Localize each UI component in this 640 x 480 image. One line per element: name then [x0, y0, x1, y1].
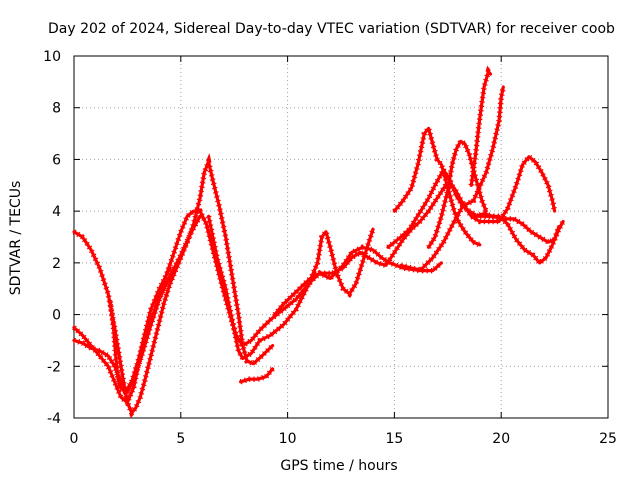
series-sat-g-markers	[386, 164, 562, 267]
x-tick-label: 5	[176, 431, 185, 447]
chart-title: Day 202 of 2024, Sidereal Day-to-day VTE…	[48, 21, 615, 37]
y-axis-label: SDTVAR / TECUs	[8, 181, 24, 296]
series-sat-f-markers	[272, 152, 558, 317]
x-tick-label: 25	[599, 431, 617, 447]
y-tick-label: 6	[52, 152, 61, 168]
y-tick-label: 10	[43, 49, 61, 65]
series-sat-l-markers	[400, 260, 444, 274]
series-sat-e-markers	[205, 86, 506, 363]
plot-frame	[73, 55, 609, 419]
y-tick-label: -4	[47, 411, 61, 427]
series-sat-d	[108, 266, 172, 394]
series-sat-h	[392, 126, 482, 247]
y-tick-label: 0	[52, 308, 61, 324]
series-sat-a	[72, 160, 275, 415]
x-tick-label: 0	[70, 431, 79, 447]
data-series	[72, 65, 566, 419]
series-sat-m	[239, 367, 275, 384]
y-tick-label: 4	[52, 204, 61, 220]
x-tick-label: 15	[385, 431, 403, 447]
series-sat-k	[474, 212, 565, 244]
y-tick-label: 8	[52, 101, 61, 117]
series-sat-j-markers	[468, 65, 493, 186]
y-tick-label: 2	[52, 256, 61, 272]
y-tick-label: -2	[47, 359, 61, 375]
series-sat-i	[427, 139, 488, 249]
x-tick-label: 10	[279, 431, 297, 447]
x-tick-label: 20	[492, 431, 510, 447]
x-axis-label: GPS time / hours	[280, 458, 397, 474]
series-sat-b	[72, 209, 375, 405]
tick-labels: 0 5 10 15 20 25 -4 -2 0 2 4 6 8 10	[43, 49, 617, 447]
axis-ticks	[73, 55, 609, 419]
